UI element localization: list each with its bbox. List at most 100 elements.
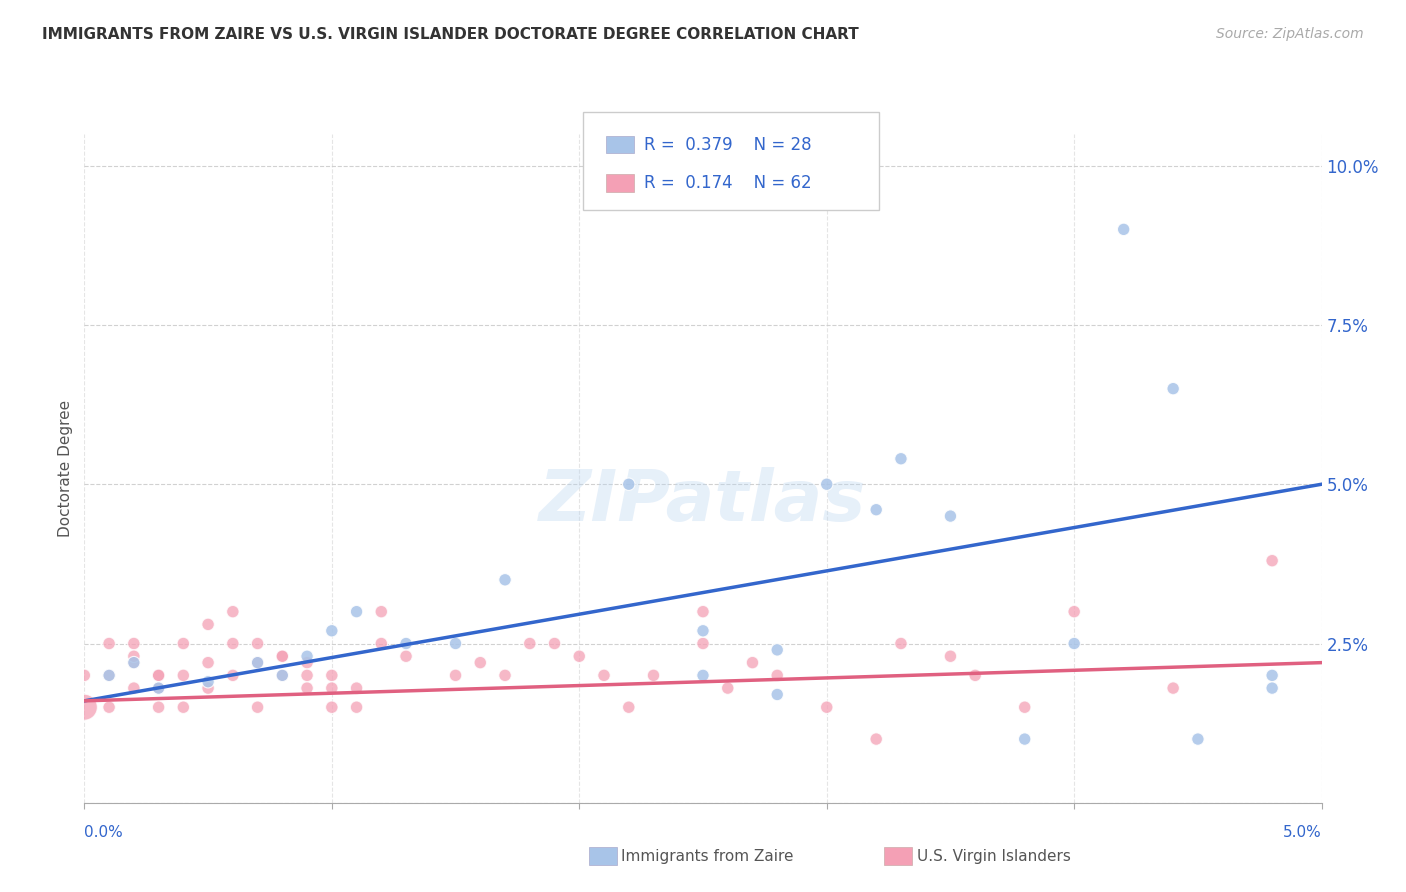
Point — [197, 681, 219, 695]
Point — [1261, 668, 1284, 682]
Point — [692, 636, 714, 650]
Point — [1112, 222, 1135, 236]
Point — [1063, 636, 1085, 650]
Text: ZIPatlas: ZIPatlas — [540, 467, 866, 536]
Point — [148, 681, 170, 695]
Point — [295, 668, 318, 682]
Point — [766, 668, 789, 682]
Point — [73, 700, 96, 714]
Point — [395, 649, 418, 664]
Point — [395, 636, 418, 650]
Point — [321, 624, 343, 638]
Point — [643, 668, 665, 682]
Point — [246, 656, 269, 670]
Point — [890, 636, 912, 650]
Text: U.S. Virgin Islanders: U.S. Virgin Islanders — [917, 849, 1070, 863]
Point — [148, 681, 170, 695]
Text: Source: ZipAtlas.com: Source: ZipAtlas.com — [1216, 27, 1364, 41]
Point — [939, 509, 962, 524]
Point — [766, 688, 789, 702]
Point — [519, 636, 541, 650]
Point — [717, 681, 740, 695]
Point — [865, 502, 887, 516]
Point — [568, 649, 591, 664]
Point — [692, 605, 714, 619]
Point — [172, 636, 194, 650]
Point — [98, 636, 121, 650]
Text: Immigrants from Zaire: Immigrants from Zaire — [621, 849, 794, 863]
Point — [1014, 732, 1036, 747]
Point — [271, 649, 294, 664]
Point — [741, 656, 763, 670]
Point — [172, 668, 194, 682]
Point — [197, 656, 219, 670]
Point — [246, 636, 269, 650]
Point — [1261, 681, 1284, 695]
Point — [148, 668, 170, 682]
Point — [98, 668, 121, 682]
Point — [865, 732, 887, 747]
Point — [122, 649, 145, 664]
Point — [617, 700, 640, 714]
Point — [148, 668, 170, 682]
Y-axis label: Doctorate Degree: Doctorate Degree — [58, 400, 73, 537]
Point — [271, 668, 294, 682]
Point — [470, 656, 492, 670]
Text: 5.0%: 5.0% — [1282, 825, 1322, 840]
Point — [172, 700, 194, 714]
Point — [444, 636, 467, 650]
Point — [494, 573, 516, 587]
Point — [271, 668, 294, 682]
Point — [346, 700, 368, 714]
Point — [494, 668, 516, 682]
Point — [148, 700, 170, 714]
Point — [122, 656, 145, 670]
Point — [370, 605, 392, 619]
Point — [122, 636, 145, 650]
Point — [346, 605, 368, 619]
Point — [1161, 382, 1184, 396]
Point — [246, 656, 269, 670]
Point — [593, 668, 616, 682]
Point — [692, 624, 714, 638]
Point — [122, 681, 145, 695]
Point — [766, 643, 789, 657]
Point — [98, 700, 121, 714]
Point — [321, 681, 343, 695]
Point — [222, 605, 245, 619]
Point — [122, 656, 145, 670]
Point — [939, 649, 962, 664]
Point — [246, 700, 269, 714]
Point — [890, 451, 912, 466]
Point — [346, 681, 368, 695]
Point — [815, 477, 838, 491]
Point — [73, 668, 96, 682]
Point — [1161, 681, 1184, 695]
Point — [98, 668, 121, 682]
Point — [444, 668, 467, 682]
Point — [617, 477, 640, 491]
Point — [222, 636, 245, 650]
Point — [1261, 554, 1284, 568]
Point — [197, 674, 219, 689]
Point — [295, 649, 318, 664]
Point — [1187, 732, 1209, 747]
Point — [271, 649, 294, 664]
Point — [321, 700, 343, 714]
Text: R =  0.379    N = 28: R = 0.379 N = 28 — [644, 136, 811, 153]
Text: R =  0.174    N = 62: R = 0.174 N = 62 — [644, 174, 811, 192]
Point — [295, 681, 318, 695]
Point — [1014, 700, 1036, 714]
Point — [370, 636, 392, 650]
Text: IMMIGRANTS FROM ZAIRE VS U.S. VIRGIN ISLANDER DOCTORATE DEGREE CORRELATION CHART: IMMIGRANTS FROM ZAIRE VS U.S. VIRGIN ISL… — [42, 27, 859, 42]
Point — [692, 668, 714, 682]
Point — [197, 617, 219, 632]
Text: 0.0%: 0.0% — [84, 825, 124, 840]
Point — [965, 668, 987, 682]
Point — [815, 700, 838, 714]
Point — [1063, 605, 1085, 619]
Point — [222, 668, 245, 682]
Point — [295, 656, 318, 670]
Point — [321, 668, 343, 682]
Point — [543, 636, 565, 650]
